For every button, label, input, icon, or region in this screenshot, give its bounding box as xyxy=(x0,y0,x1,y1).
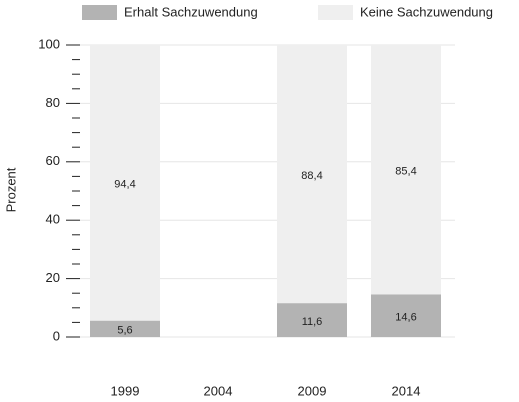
bar-segment xyxy=(90,320,160,337)
bar-segment xyxy=(371,45,441,295)
x-tick-label: 2009 xyxy=(298,383,327,398)
legend-swatch xyxy=(82,5,117,20)
x-tick-label: 1999 xyxy=(111,383,140,398)
y-axis-label: Prozent xyxy=(3,167,18,212)
x-tick-label: 2014 xyxy=(392,383,421,398)
y-tick-label: 20 xyxy=(46,270,60,285)
bar-segment xyxy=(277,45,347,304)
data-label: 14,6 xyxy=(395,312,416,324)
y-tick-label: 40 xyxy=(46,212,60,227)
data-label: 88,4 xyxy=(301,170,322,182)
y-tick-label: 100 xyxy=(38,36,60,51)
data-label: 85,4 xyxy=(395,166,416,178)
bar-segment xyxy=(371,294,441,337)
x-tick-label: 2004 xyxy=(204,383,233,398)
y-tick-label: 80 xyxy=(46,95,60,110)
data-label: 5,6 xyxy=(117,325,132,337)
bar-segment xyxy=(277,303,347,337)
bar-segment xyxy=(90,45,160,321)
y-tick-label: 60 xyxy=(46,153,60,168)
legend-label: Erhalt Sachzuwendung xyxy=(124,4,258,19)
legend-label: Keine Sachzuwendung xyxy=(360,4,493,19)
data-label: 94,4 xyxy=(114,179,135,191)
data-label: 11,6 xyxy=(302,316,323,328)
legend-swatch xyxy=(318,5,353,20)
y-tick-label: 0 xyxy=(53,328,60,343)
